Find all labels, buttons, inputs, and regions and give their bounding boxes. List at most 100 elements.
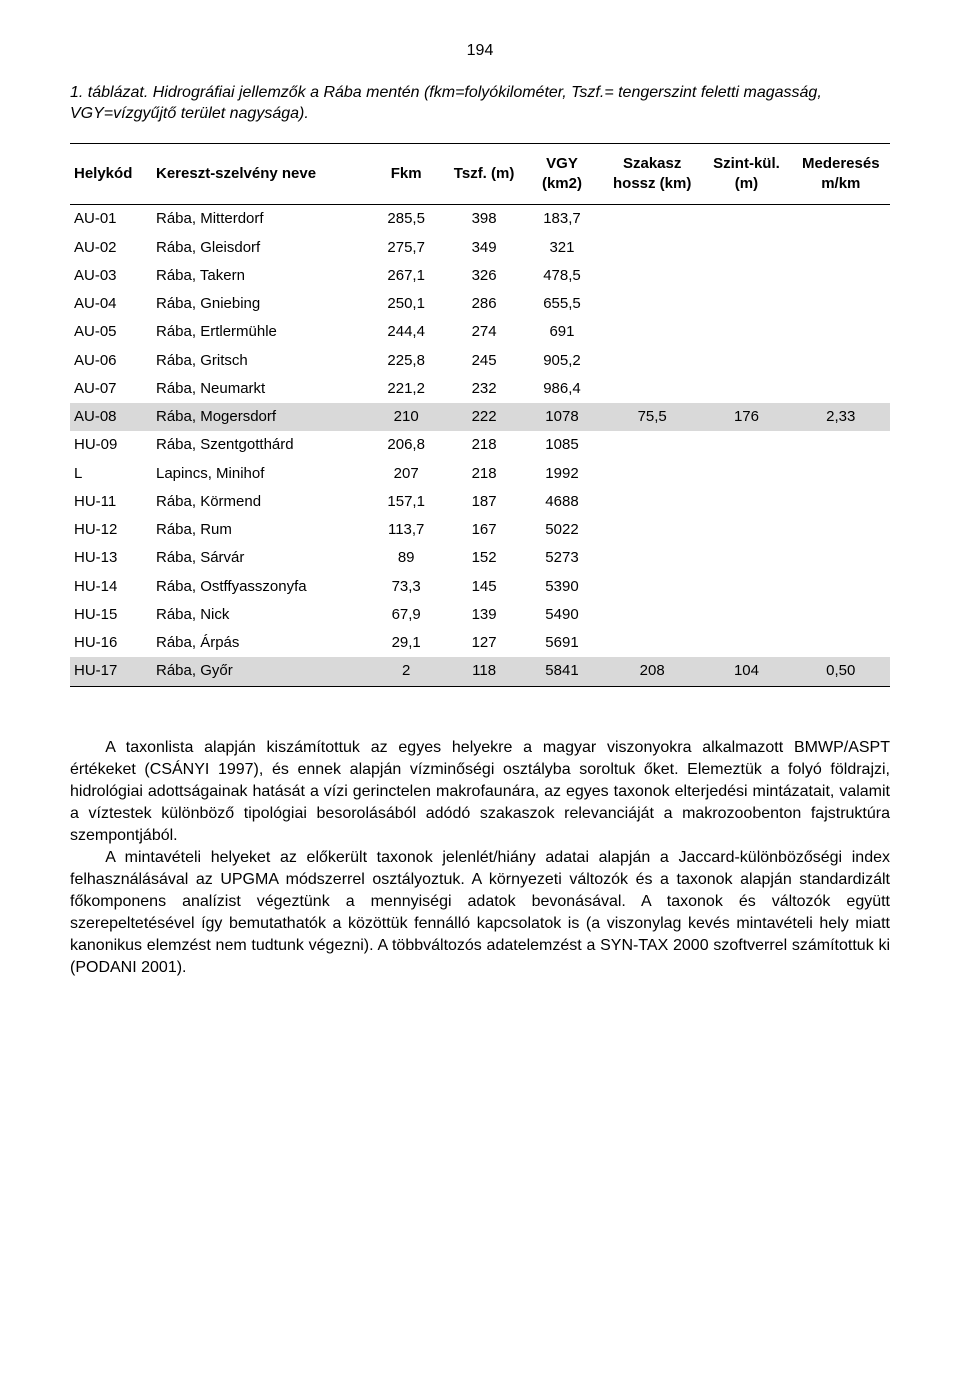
table-cell: Rába, Nick [152,601,365,629]
table-cell [792,262,890,290]
table-row: AU-07Rába, Neumarkt221,2232986,4 [70,375,890,403]
table-cell: 5273 [521,544,603,572]
table-cell: 2,33 [792,403,890,431]
table-cell: 232 [447,375,521,403]
table-cell: AU-08 [70,403,152,431]
table-cell: 176 [701,403,791,431]
table-cell [603,601,701,629]
table-cell [603,431,701,459]
table-cell: Rába, Ertlermühle [152,318,365,346]
table-cell: L [70,460,152,488]
table-cell: 275,7 [365,234,447,262]
table-cell: HU-12 [70,516,152,544]
table-cell [792,290,890,318]
table-cell: AU-03 [70,262,152,290]
table-cell: 167 [447,516,521,544]
table-cell [701,234,791,262]
table-cell [603,629,701,657]
table-cell: 145 [447,573,521,601]
table-cell [701,431,791,459]
table-cell [701,544,791,572]
table-cell [603,318,701,346]
table-cell: HU-09 [70,431,152,459]
table-row: HU-14Rába, Ostffyasszonyfa73,31455390 [70,573,890,601]
table-cell: 222 [447,403,521,431]
col-header: Kereszt-szelvény neve [152,143,365,205]
table-cell: 225,8 [365,347,447,375]
table-cell: HU-17 [70,657,152,686]
table-cell: 187 [447,488,521,516]
table-cell: AU-07 [70,375,152,403]
table-cell: 206,8 [365,431,447,459]
table-cell [603,205,701,234]
table-cell: 139 [447,601,521,629]
data-table: Helykód Kereszt-szelvény neve Fkm Tszf. … [70,143,890,687]
table-cell [701,516,791,544]
table-cell: 4688 [521,488,603,516]
col-header: Helykód [70,143,152,205]
table-cell [792,347,890,375]
table-cell: 5691 [521,629,603,657]
table-cell [792,629,890,657]
table-header-row: Helykód Kereszt-szelvény neve Fkm Tszf. … [70,143,890,205]
table-cell: 986,4 [521,375,603,403]
table-cell: 183,7 [521,205,603,234]
table-cell [701,488,791,516]
table-cell: 691 [521,318,603,346]
table-row: HU-17Rába, Győr211858412081040,50 [70,657,890,686]
table-cell: 75,5 [603,403,701,431]
table-cell: Rába, Körmend [152,488,365,516]
table-cell [701,262,791,290]
table-cell: 73,3 [365,573,447,601]
table-cell: 1992 [521,460,603,488]
table-cell [701,629,791,657]
table-row: HU-16Rába, Árpás29,11275691 [70,629,890,657]
table-cell [701,375,791,403]
table-cell: 478,5 [521,262,603,290]
table-cell [603,262,701,290]
col-header: Mederesés m/km [792,143,890,205]
col-header: Szakasz hossz (km) [603,143,701,205]
page-container: 194 1. táblázat. Hidrográfiai jellemzők … [0,0,960,1039]
table-cell: HU-11 [70,488,152,516]
table-cell: Rába, Győr [152,657,365,686]
table-caption: 1. táblázat. Hidrográfiai jellemzők a Rá… [70,82,890,125]
table-cell: Rába, Ostffyasszonyfa [152,573,365,601]
col-header: Tszf. (m) [447,143,521,205]
table-row: AU-04Rába, Gniebing250,1286655,5 [70,290,890,318]
table-cell: 127 [447,629,521,657]
table-cell: 221,2 [365,375,447,403]
table-row: HU-12Rába, Rum113,71675022 [70,516,890,544]
table-row: AU-08Rába, Mogersdorf210222107875,51762,… [70,403,890,431]
table-cell: 250,1 [365,290,447,318]
table-cell: 5841 [521,657,603,686]
table-cell: 398 [447,205,521,234]
table-cell: 218 [447,431,521,459]
table-cell: 29,1 [365,629,447,657]
page-number: 194 [70,40,890,62]
table-cell [701,601,791,629]
table-cell: 2 [365,657,447,686]
table-row: HU-15Rába, Nick67,91395490 [70,601,890,629]
table-cell: AU-04 [70,290,152,318]
table-cell [603,460,701,488]
table-cell: 349 [447,234,521,262]
table-cell: Rába, Sárvár [152,544,365,572]
table-cell: 157,1 [365,488,447,516]
table-cell: 245 [447,347,521,375]
table-cell: Rába, Gritsch [152,347,365,375]
table-cell [603,347,701,375]
table-cell: 905,2 [521,347,603,375]
table-cell [603,544,701,572]
table-cell: AU-06 [70,347,152,375]
table-cell: 104 [701,657,791,686]
table-cell: 118 [447,657,521,686]
table-row: AU-03Rába, Takern267,1326478,5 [70,262,890,290]
table-body: AU-01Rába, Mitterdorf285,5398183,7AU-02R… [70,205,890,686]
table-cell: AU-05 [70,318,152,346]
table-cell: 326 [447,262,521,290]
table-cell [792,375,890,403]
table-row: AU-06Rába, Gritsch225,8245905,2 [70,347,890,375]
table-cell: Rába, Rum [152,516,365,544]
table-cell [701,290,791,318]
